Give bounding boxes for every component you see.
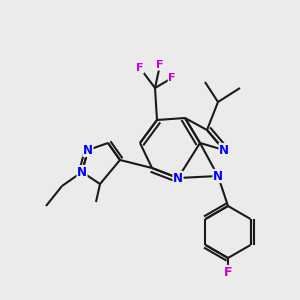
- Text: N: N: [83, 143, 93, 157]
- Text: N: N: [213, 169, 223, 182]
- Text: F: F: [136, 63, 144, 73]
- Text: N: N: [77, 166, 87, 178]
- Text: N: N: [219, 143, 229, 157]
- Text: F: F: [156, 60, 164, 70]
- Text: F: F: [224, 266, 232, 278]
- Text: N: N: [173, 172, 183, 184]
- Text: F: F: [168, 73, 176, 83]
